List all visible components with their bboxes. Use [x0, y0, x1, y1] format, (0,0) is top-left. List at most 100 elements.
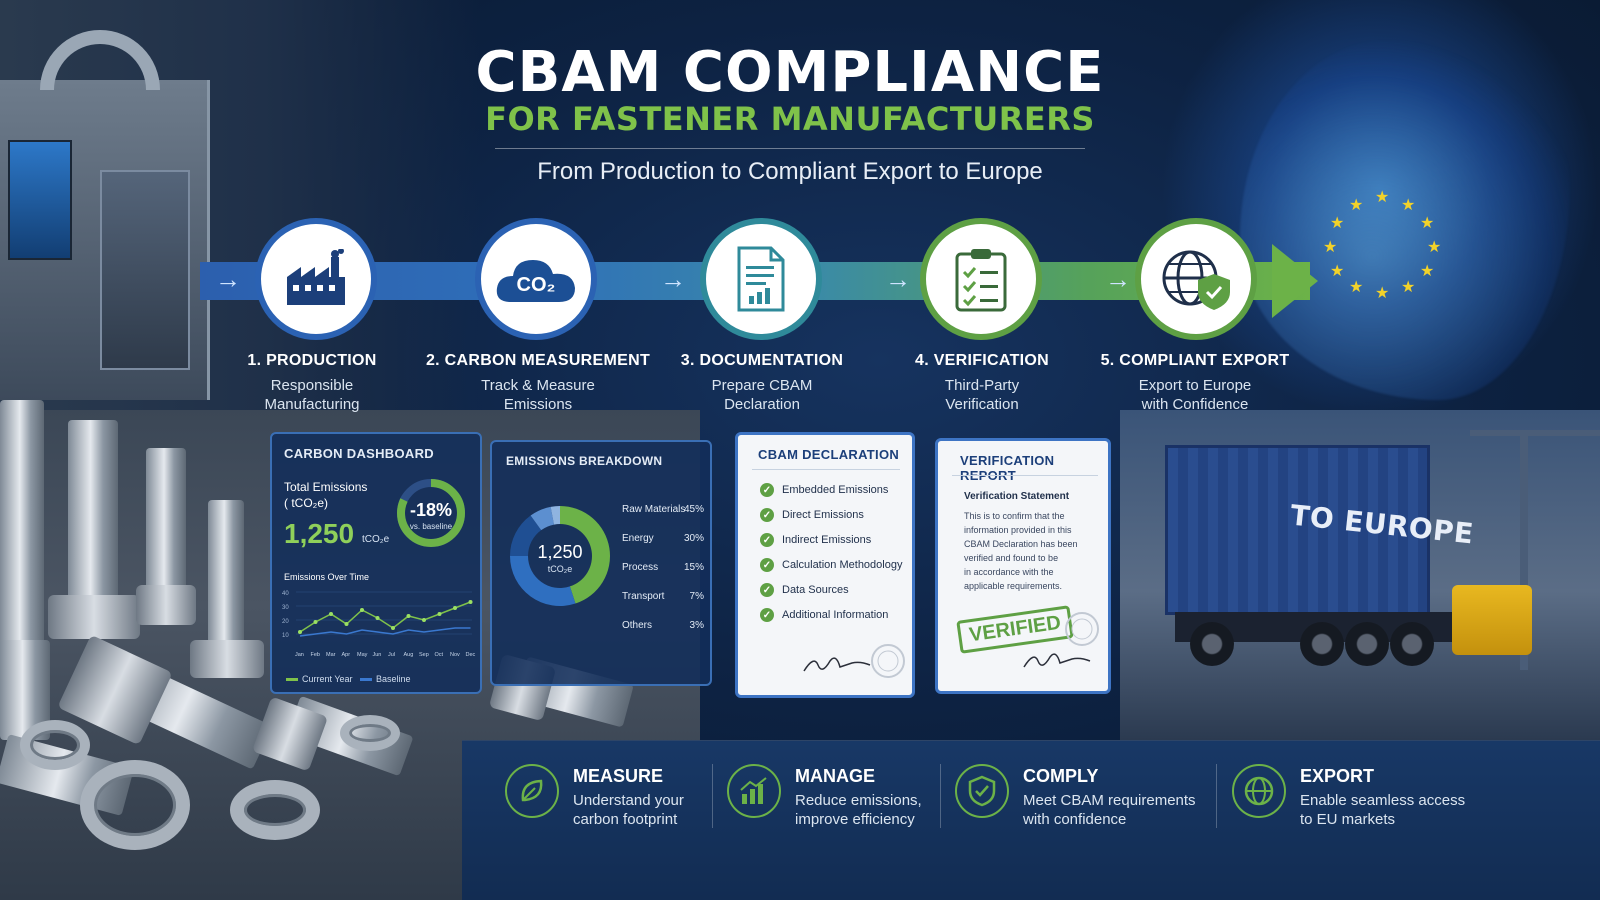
step-documentation-desc: Prepare CBAM Declaration: [642, 376, 882, 414]
reduction-gauge: [397, 479, 465, 547]
chart-point: [313, 620, 318, 624]
month-label: Nov: [450, 652, 460, 658]
cbam-declaration-document: CBAM DECLARATION ✓ Embedded Emissions ✓ Dir…: [735, 432, 915, 698]
bolt-head-illustration: [190, 640, 264, 678]
benefit-manage: MANAGE Reduce emissions, improve efficie…: [727, 764, 922, 829]
step-desc-line: Responsible: [270, 377, 354, 394]
factory-icon: [287, 249, 345, 305]
step-documentation-circle: [700, 218, 822, 340]
step-desc-line: Manufacturing: [264, 396, 360, 413]
truck-wheel: [1190, 622, 1234, 666]
nut-illustration: [80, 760, 190, 850]
chart-point: [360, 608, 364, 612]
chart-point: [329, 612, 333, 616]
total-emissions-value: 1,250: [284, 518, 355, 549]
benefit-desc: Understand your carbon footprint: [573, 791, 684, 829]
step-documentation-title: 3. DOCUMENTATION: [680, 352, 844, 369]
benefit-text: MEASURE Understand your carbon footprint: [573, 764, 684, 829]
step-desc-line: Emissions: [503, 396, 573, 413]
seal-icon: [1065, 612, 1099, 646]
truck-wheel: [1345, 622, 1389, 666]
washer-illustration: [230, 780, 320, 840]
step-export-title: 5. COMPLIANT EXPORT: [1100, 352, 1290, 369]
chart-point: [375, 616, 380, 620]
statement-line: verified and found to be: [964, 553, 1059, 563]
reduction-value: -18%: [409, 500, 453, 520]
total-emissions-unit: tCO₂e: [362, 534, 390, 545]
donut-slice: [510, 556, 576, 606]
step-production-desc: Responsible Manufacturing: [192, 376, 432, 414]
donut-center-unit: tCO₂e: [547, 564, 573, 574]
declaration-item: ✓ Indirect Emissions: [760, 533, 871, 547]
bar-growth-icon: [727, 764, 781, 818]
shipping-container: [1165, 445, 1430, 615]
emissions-over-time-chart: Jan Feb Mar Apr May Jun Jul Aug Sep Oct Nov Dec 40 3…: [282, 591, 476, 658]
title-divider: [495, 148, 1085, 149]
month-label: Dec: [466, 652, 476, 658]
chart-point: [406, 614, 411, 618]
step-desc-line: Prepare CBAM: [711, 377, 813, 394]
chart-point: [422, 618, 426, 622]
check-icon: ✓: [760, 508, 774, 522]
benefit-desc: Meet CBAM requirements with confidence: [1023, 791, 1196, 829]
breakdown-value: 30%: [683, 533, 704, 544]
forklift-illustration: [1452, 585, 1532, 655]
month-label: May: [357, 652, 368, 658]
benefit-desc-line: carbon footprint: [573, 811, 678, 828]
step-desc-line: Verification: [945, 396, 1019, 413]
donut-slice: [550, 506, 560, 525]
breakdown-value: 45%: [683, 504, 704, 515]
donut-slice: [560, 506, 610, 604]
declaration-item: ✓ Additional Information: [760, 608, 888, 622]
month-label: Sep: [419, 652, 429, 658]
carbon-dashboard-panel: CARBON DASHBOARD Total Emissions ( tCO₂e…: [270, 432, 482, 694]
month-label: Aug: [404, 652, 414, 658]
benefit-desc-line: to EU markets: [1300, 811, 1396, 828]
step-desc-line: Declaration: [724, 396, 800, 413]
machine-screen: [8, 140, 72, 260]
chart-point: [344, 622, 349, 626]
benefit-text: EXPORT Enable seamless access to EU mark…: [1300, 764, 1465, 829]
statement-line: information provided in this: [964, 525, 1072, 535]
benefit-desc: Reduce emissions, improve efficiency: [795, 791, 922, 829]
check-icon: ✓: [760, 533, 774, 547]
chart-point: [468, 600, 473, 604]
declaration-item-label: Calculation Methodology: [782, 559, 903, 571]
truck-wheel: [1390, 622, 1434, 666]
benefit-desc-line: Enable seamless access: [1300, 792, 1466, 809]
month-label: Apr: [342, 652, 351, 658]
step-carbon-desc: Track & Measure Emissions: [418, 376, 658, 414]
month-label: Jun: [373, 652, 382, 658]
flow-arrow-icon: →: [1105, 264, 1131, 294]
page-title: CBAM COMPLIANCE: [475, 40, 1105, 105]
verification-report-title: VERIFICATION REPORT: [960, 453, 1055, 483]
seal-icon: [871, 644, 905, 678]
legend-swatch: [286, 677, 298, 681]
flow-arrow-icon: →: [215, 264, 241, 294]
step-verification-circle: [920, 218, 1042, 340]
chart-point: [453, 606, 457, 610]
check-icon: ✓: [760, 558, 774, 572]
page-subtitle: FOR FASTENER MANUFACTURERS: [485, 100, 1095, 138]
benefit-desc-line: Meet CBAM requirements: [1023, 792, 1196, 809]
page-tagline: From Production to Compliant Export to E…: [537, 158, 1043, 185]
benefit-comply: COMPLY Meet CBAM requirements with confi…: [955, 764, 1196, 829]
breakdown-label: Transport: [622, 591, 665, 602]
legend-label: Current Year: [302, 674, 353, 684]
y-tick-label: 30: [282, 605, 289, 611]
verification-statement-title: Verification Statement: [964, 491, 1070, 502]
benefit-title: MANAGE: [795, 766, 875, 786]
breakdown-value: 15%: [683, 562, 704, 573]
benefit-measure: MEASURE Understand your carbon footprint: [505, 764, 684, 829]
benefit-desc-line: improve efficiency: [795, 811, 915, 828]
verification-report-document: VERIFICATION REPORT Verification Stateme…: [935, 438, 1111, 694]
cnc-machine-illustration: [0, 80, 210, 400]
breakdown-value: 7%: [689, 591, 704, 602]
emissions-breakdown-title: EMISSIONS BREAKDOWN: [506, 454, 663, 468]
bolt-illustration: [0, 400, 44, 650]
declaration-item: ✓ Direct Emissions: [760, 508, 864, 522]
bolt-head-illustration: [48, 595, 140, 639]
benefit-title: MEASURE: [573, 766, 664, 786]
benefits-bar: [462, 740, 1600, 900]
washer-illustration: [340, 715, 400, 751]
